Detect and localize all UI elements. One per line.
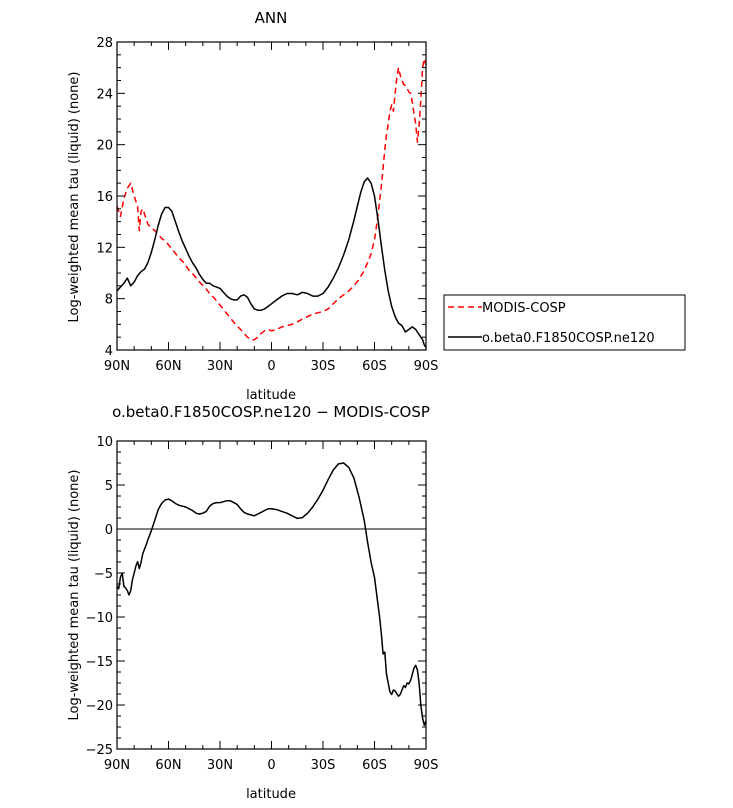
top-y-tick-label: 20	[96, 139, 113, 154]
bottom-chart-title: o.beta0.F1850COSP.ne120 − MODIS-COSP	[112, 403, 430, 421]
bottom-plot-frame	[116, 440, 427, 750]
bottom-x-tick-label: 60N	[155, 758, 181, 773]
bottom-panel: o.beta0.F1850COSP.ne120 − MODIS-COSP Log…	[67, 403, 438, 802]
top-x-tick-label: 90S	[414, 359, 439, 374]
bottom-y-tick-label: −25	[86, 743, 113, 758]
top-y-axis-label: Log-weighted mean tau (liquid) (none)	[67, 72, 82, 323]
bottom-x-tick-label: 30N	[207, 758, 233, 773]
top-series-line-2	[116, 177, 427, 348]
top-x-tick-label: 60S	[362, 359, 387, 374]
legend-label-modis: MODIS-COSP	[482, 301, 566, 316]
top-x-axis-label: latitude	[246, 388, 296, 403]
bottom-x-tick-label: 90N	[104, 758, 130, 773]
top-series-group	[116, 57, 427, 348]
bottom-y-tick-label: 0	[105, 523, 113, 538]
top-x-tick-label: 30S	[311, 359, 336, 374]
bottom-ticks-group: 90N 60N 30N 0 30S 60S 90S 10 5 0 −5 −10 −15 −20 −25	[86, 435, 439, 773]
top-panel: ANN Log-weighted mean tau (liquid) (none…	[67, 9, 438, 403]
top-chart-title: ANN	[255, 9, 288, 27]
bottom-y-tick-label: 10	[96, 435, 113, 450]
top-y-tick-label: 8	[105, 293, 113, 308]
top-y-tick-label: 4	[105, 344, 113, 359]
top-y-tick-label: 24	[96, 87, 113, 102]
top-x-tick-label: 90N	[104, 359, 130, 374]
bottom-y-tick-label: 5	[105, 479, 113, 494]
bottom-x-tick-label: 90S	[414, 758, 439, 773]
bottom-x-tick-label: 0	[267, 758, 275, 773]
bottom-y-tick-label: −20	[86, 699, 113, 714]
bottom-x-tick-label: 30S	[311, 758, 336, 773]
top-x-tick-label: 60N	[155, 359, 181, 374]
top-series-line-1	[116, 57, 427, 341]
legend-label-model: o.beta0.F1850COSP.ne120	[482, 331, 655, 346]
top-x-tick-label: 0	[267, 359, 275, 374]
bottom-y-axis-label: Log-weighted mean tau (liquid) (none)	[67, 470, 82, 721]
bottom-series-group	[116, 462, 427, 726]
bottom-x-axis-label: latitude	[246, 787, 296, 802]
top-ticks-group: 90N 60N 30N 0 30S 60S 90S 4 8 12 16 20 24 28	[96, 36, 438, 374]
top-x-tick-label: 30N	[207, 359, 233, 374]
bottom-y-tick-label: −5	[94, 567, 113, 582]
top-y-tick-label: 28	[96, 36, 113, 51]
legend-box	[443, 294, 686, 351]
legend: MODIS-COSP o.beta0.F1850COSP.ne120	[443, 294, 686, 351]
bottom-series-line-1	[116, 462, 427, 726]
top-y-tick-label: 16	[96, 190, 113, 205]
top-y-tick-label: 12	[96, 241, 113, 256]
bottom-x-tick-label: 60S	[362, 758, 387, 773]
bottom-y-tick-label: −15	[86, 655, 113, 670]
bottom-y-tick-label: −10	[86, 611, 113, 626]
top-plot-frame	[116, 41, 427, 351]
